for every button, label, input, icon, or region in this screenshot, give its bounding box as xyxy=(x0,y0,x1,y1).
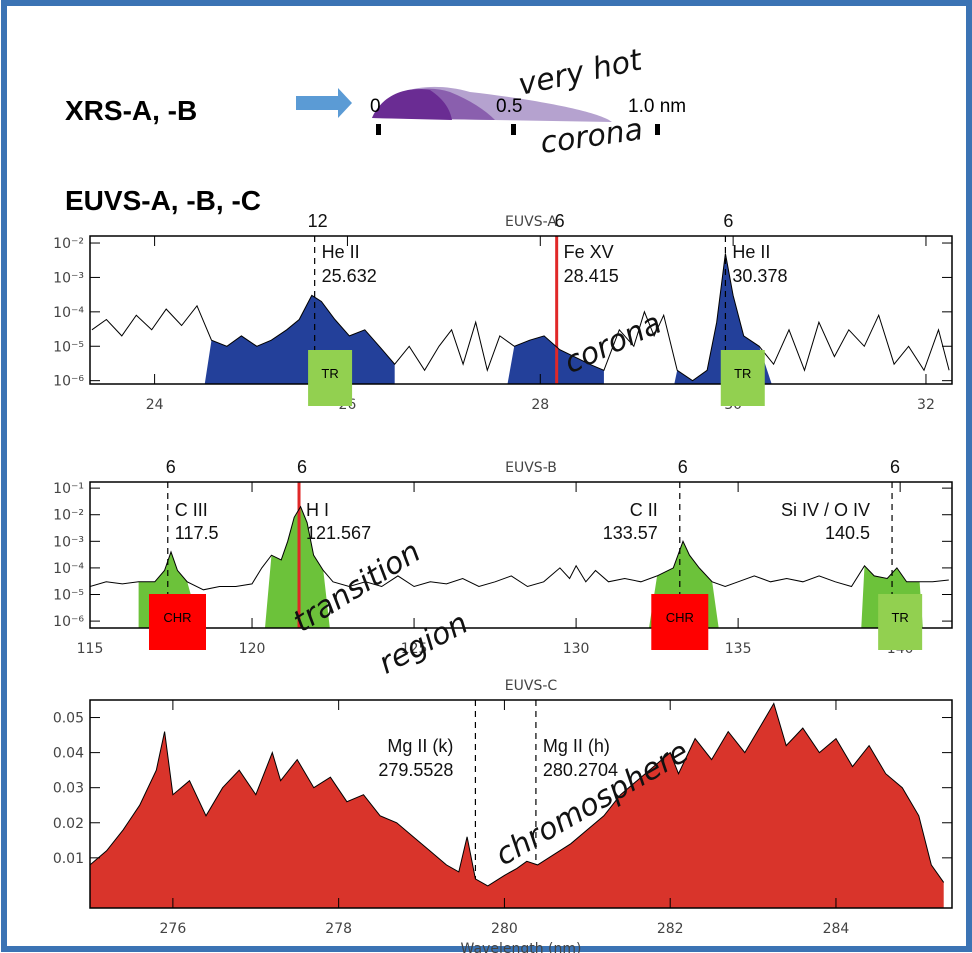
line-name: Fe XV xyxy=(564,242,614,262)
x-tick-label: 130 xyxy=(563,641,590,657)
xrs-label: XRS-A, -B xyxy=(65,95,197,126)
line-name: He II xyxy=(322,242,360,262)
scale-tick xyxy=(376,124,381,135)
xrs-bands xyxy=(372,86,660,135)
x-axis-label: Wavelength (nm) xyxy=(461,941,582,953)
y-tick-label: 10⁻⁶ xyxy=(53,374,84,390)
y-tick-label: 0.03 xyxy=(53,781,84,797)
y-tick-label: 10⁻⁴ xyxy=(53,305,84,321)
y-tick-label: 10⁻⁶ xyxy=(53,614,84,630)
spectrum-line xyxy=(91,253,950,382)
y-tick-label: 10⁻² xyxy=(53,236,84,252)
spectrum-area xyxy=(90,703,944,908)
spectrum-line xyxy=(90,505,949,591)
x-tick-label: 28 xyxy=(531,397,549,413)
x-tick-label: 115 xyxy=(77,641,104,657)
spectrum-line xyxy=(90,702,945,887)
y-tick-label: 10⁻³ xyxy=(53,534,84,550)
y-tick-label: 0.04 xyxy=(53,746,84,762)
region-label: CHR xyxy=(666,610,694,625)
arrow xyxy=(296,88,352,118)
y-tick-label: 10⁻² xyxy=(53,508,84,524)
line-wavelength: 117.5 xyxy=(175,523,219,543)
region-label: TR xyxy=(734,366,751,381)
line-count: 6 xyxy=(297,457,307,477)
y-tick-label: 0.05 xyxy=(53,711,84,727)
scale-tick xyxy=(655,124,660,135)
y-tick-label: 10⁻⁵ xyxy=(53,339,84,355)
y-tick-label: 0.01 xyxy=(53,851,84,867)
x-tick-label: 24 xyxy=(146,397,164,413)
region-box xyxy=(878,594,923,650)
chart-title: EUVS-C xyxy=(505,678,558,694)
x-tick-label: 282 xyxy=(657,921,684,937)
scale-tick xyxy=(511,124,516,135)
x-tick-label: 280 xyxy=(491,921,518,937)
euvs-label: EUVS-A, -B, -C xyxy=(65,185,261,216)
y-tick-label: 0.02 xyxy=(53,816,84,832)
region-label: CHR xyxy=(163,610,191,625)
region-box xyxy=(308,350,353,406)
x-tick-label: 125 xyxy=(401,641,428,657)
line-name: Si IV / O IV xyxy=(781,500,870,520)
scale-label: 1.0 nm xyxy=(628,96,686,117)
band-hard xyxy=(372,89,452,120)
line-wavelength: 28.415 xyxy=(564,266,619,286)
line-name: H I xyxy=(306,500,329,520)
plot-area xyxy=(90,700,945,908)
line-wavelength: 280.2704 xyxy=(543,760,618,780)
x-tick-label: 284 xyxy=(823,921,850,937)
region-box xyxy=(720,350,765,406)
chart-title: EUVS-B xyxy=(505,460,557,476)
line-wavelength: 133.57 xyxy=(603,523,658,543)
line-count: 12 xyxy=(308,211,328,231)
line-count: 6 xyxy=(555,211,565,231)
y-tick-label: 10⁻⁴ xyxy=(53,561,84,577)
line-count: 6 xyxy=(166,457,176,477)
x-tick-label: 32 xyxy=(917,397,935,413)
band-fill xyxy=(264,506,330,628)
scale-label: 0.5 xyxy=(496,96,522,117)
line-wavelength: 140.5 xyxy=(825,523,870,543)
plot-frame xyxy=(89,481,953,629)
y-tick-label: 10⁻⁵ xyxy=(53,588,84,604)
x-tick-label: 135 xyxy=(725,641,752,657)
region-label: TR xyxy=(891,610,908,625)
line-name: He II xyxy=(732,242,770,262)
scale-label: 0 xyxy=(370,96,381,117)
x-tick-label: 120 xyxy=(239,641,266,657)
line-wavelength: 25.632 xyxy=(322,266,377,286)
line-wavelength: 30.378 xyxy=(732,266,787,286)
x-tick-label: 276 xyxy=(160,921,187,937)
line-name: Mg II (h) xyxy=(543,736,610,756)
line-count: 6 xyxy=(723,211,733,231)
chart-title: EUVS-A xyxy=(505,214,557,230)
y-tick-label: 10⁻³ xyxy=(53,270,84,286)
line-name: Mg II (k) xyxy=(387,736,453,756)
line-count: 6 xyxy=(890,457,900,477)
region-label: TR xyxy=(321,366,338,381)
line-count: 6 xyxy=(678,457,688,477)
plot-frame xyxy=(89,235,953,385)
line-name: C II xyxy=(630,500,658,520)
line-wavelength: 121.567 xyxy=(306,523,371,543)
region-box xyxy=(651,594,709,650)
line-wavelength: 279.5528 xyxy=(378,760,453,780)
region-box xyxy=(148,594,206,650)
line-name: C III xyxy=(175,500,208,520)
plot-frame xyxy=(89,699,953,909)
x-tick-label: 278 xyxy=(325,921,352,937)
y-tick-label: 10⁻¹ xyxy=(53,481,84,497)
